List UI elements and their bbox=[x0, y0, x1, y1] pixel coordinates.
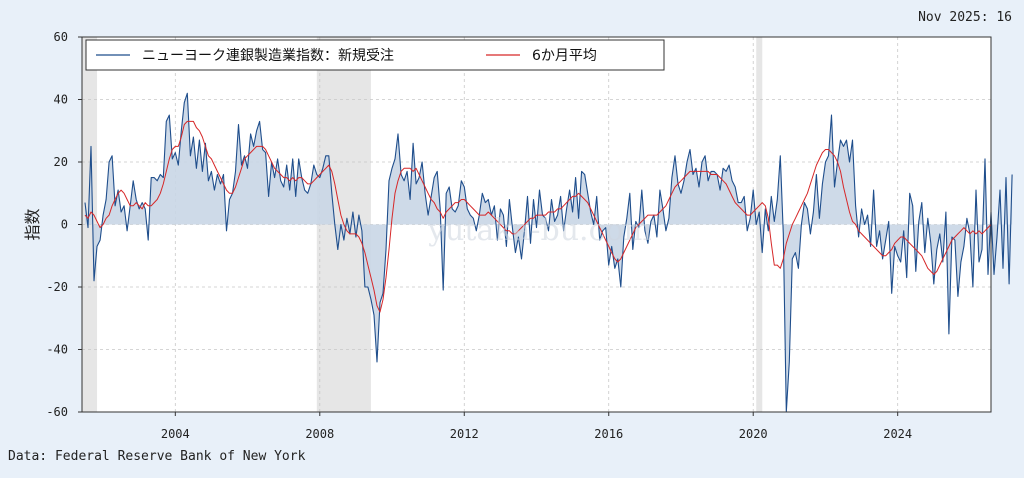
x-tick-label: 2024 bbox=[883, 427, 912, 441]
series-line bbox=[84, 120, 992, 313]
source-note: Data: Federal Reserve Bank of New York bbox=[8, 449, 306, 464]
legend-label: 6か月平均 bbox=[532, 48, 597, 64]
y-tick-label: 0 bbox=[61, 218, 68, 232]
x-tick-label: 2012 bbox=[450, 427, 479, 441]
watermark: yutaka-bu.com bbox=[427, 213, 652, 248]
y-axis-label: 指数 bbox=[23, 208, 42, 240]
y-tick-label: 20 bbox=[54, 155, 68, 169]
legend-label: ニューヨーク連銀製造業指数：新規受注 bbox=[142, 48, 394, 64]
y-tick-label: 40 bbox=[54, 93, 68, 107]
x-tick-label: 2004 bbox=[161, 427, 190, 441]
y-tick-label: -40 bbox=[46, 343, 68, 357]
series-area bbox=[85, 93, 1013, 413]
y-tick-label: -60 bbox=[46, 405, 68, 419]
y-tick-label: -20 bbox=[46, 280, 68, 294]
y-axis-ticks: -60 -40 -20 0 20 40 60 bbox=[46, 30, 82, 419]
x-tick-label: 2020 bbox=[739, 427, 768, 441]
x-tick-label: 2016 bbox=[594, 427, 623, 441]
legend-box bbox=[85, 39, 665, 71]
x-tick-label: 2008 bbox=[305, 427, 334, 441]
latest-value-note: Nov 2025: 16 bbox=[918, 10, 1012, 25]
legend: ニューヨーク連銀製造業指数：新規受注 6か月平均 bbox=[85, 39, 665, 71]
x-axis-ticks: 2004 2008 2012 2016 2020 2024 bbox=[161, 412, 912, 441]
series-line bbox=[84, 92, 1013, 413]
area-fill bbox=[85, 93, 1013, 413]
y-tick-label: 60 bbox=[54, 30, 68, 44]
series-lines bbox=[84, 92, 1013, 413]
